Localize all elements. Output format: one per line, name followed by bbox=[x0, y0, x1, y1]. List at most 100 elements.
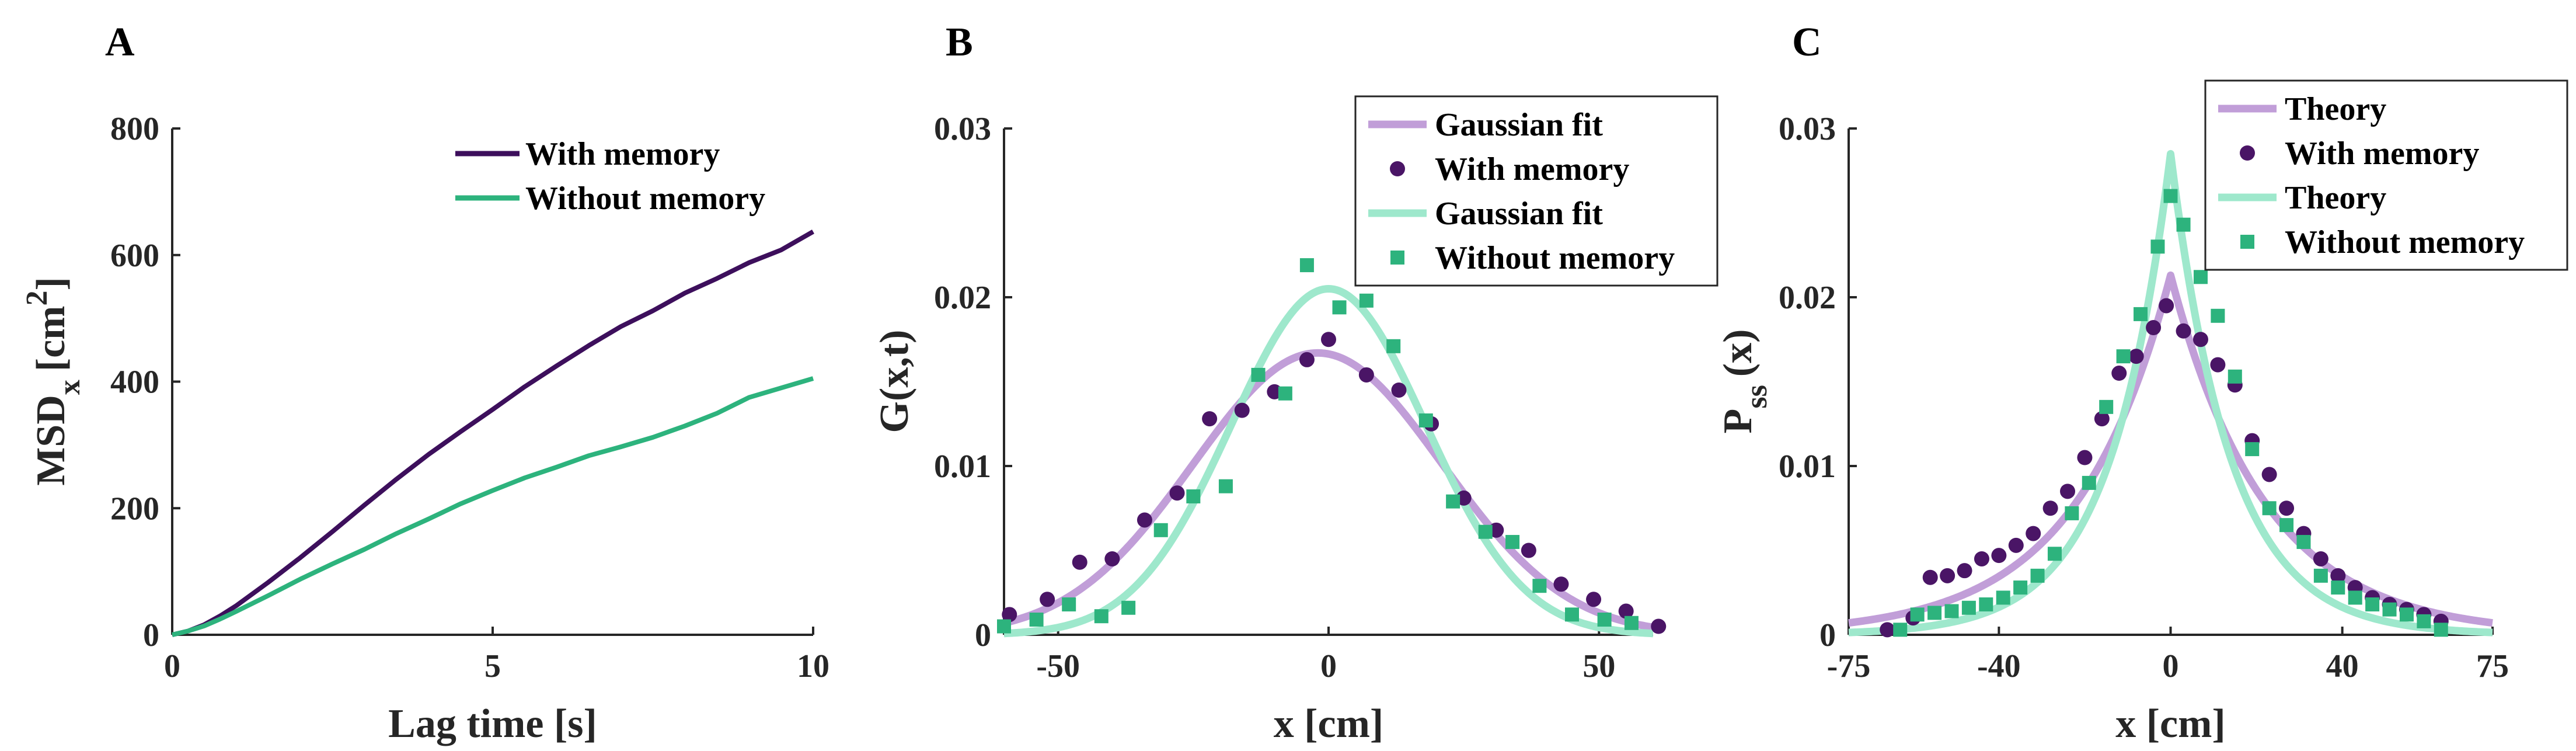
panel-label-c: C bbox=[1792, 20, 1822, 65]
data-point bbox=[2331, 580, 2345, 595]
data-point bbox=[2279, 518, 2294, 533]
y-tick-label: 400 bbox=[110, 364, 159, 401]
data-point bbox=[1996, 590, 2010, 605]
data-point bbox=[1251, 367, 1266, 382]
data-point bbox=[1961, 600, 1976, 615]
data-point bbox=[2099, 399, 2114, 414]
data-point bbox=[1202, 411, 1218, 427]
data-point bbox=[2008, 537, 2024, 553]
data-point bbox=[1565, 607, 1579, 622]
y-axis-label-a: MSDx[cm2] bbox=[20, 277, 86, 486]
data-point bbox=[1505, 535, 1520, 550]
data-point bbox=[2094, 411, 2110, 427]
data-point bbox=[2047, 547, 2062, 561]
x-axis-label-b: x [cm] bbox=[1274, 701, 1384, 746]
data-point bbox=[1979, 597, 1993, 611]
data-point bbox=[1991, 548, 2007, 564]
data-point bbox=[1521, 543, 1536, 558]
data-point bbox=[2042, 500, 2058, 516]
data-point bbox=[2176, 217, 2191, 232]
data-point bbox=[1532, 579, 1547, 593]
x-tick-label: -75 bbox=[1827, 648, 1871, 684]
panel-a: A MSDx[cm2] Lag time [s] 0 5 10 0 200 400 600 8… bbox=[20, 20, 829, 746]
data-point bbox=[2193, 270, 2208, 284]
data-point bbox=[2261, 467, 2277, 482]
data-point bbox=[1072, 554, 1087, 570]
data-point bbox=[2134, 307, 2148, 321]
x-tick-label: -50 bbox=[1036, 648, 1080, 684]
data-point bbox=[2365, 597, 2380, 611]
legend-label: Without memory bbox=[2285, 224, 2525, 260]
y-tick-label: 0 bbox=[1819, 617, 1836, 653]
data-point bbox=[1169, 485, 1185, 501]
y-tick-label: 800 bbox=[110, 111, 159, 147]
x-tick-label: 5 bbox=[484, 648, 501, 684]
legend-circle-swatch bbox=[1390, 161, 1405, 176]
legend-label: Gaussian fit bbox=[1435, 107, 1603, 143]
data-point bbox=[1651, 618, 1667, 634]
data-point bbox=[1002, 607, 1017, 623]
y-tick-label: 0.01 bbox=[934, 448, 991, 485]
x-tick-label: 75 bbox=[2476, 648, 2509, 684]
x-tick-label: 40 bbox=[2326, 648, 2359, 684]
data-point bbox=[1418, 413, 1433, 427]
data-point bbox=[2348, 590, 2362, 605]
data-point bbox=[997, 619, 1011, 634]
data-point bbox=[1332, 300, 1347, 315]
data-point bbox=[2245, 442, 2260, 457]
data-point bbox=[1586, 592, 1602, 607]
legend-label: Theory bbox=[2285, 180, 2386, 216]
data-point bbox=[2060, 484, 2076, 499]
data-point bbox=[2176, 323, 2191, 339]
y-tick-label: 0.02 bbox=[1779, 280, 1836, 316]
data-point bbox=[1974, 551, 1989, 566]
y-axis-label-c: Pss(x) bbox=[1716, 329, 1773, 434]
data-point bbox=[1359, 293, 1374, 308]
data-point bbox=[1618, 603, 1634, 619]
data-point bbox=[1597, 612, 1612, 627]
x-tick-label: 0 bbox=[2163, 648, 2179, 684]
data-point bbox=[1893, 623, 1908, 637]
data-point bbox=[1910, 607, 1925, 622]
data-point bbox=[2030, 568, 2045, 583]
x-tick-label: 50 bbox=[1582, 648, 1615, 684]
y-tick-label: 0 bbox=[143, 617, 159, 653]
data-point bbox=[2150, 239, 2165, 254]
y-tick-label: 0.03 bbox=[1779, 111, 1836, 147]
data-point bbox=[1386, 339, 1401, 353]
legend-label: Gaussian fit bbox=[1435, 196, 1603, 232]
data-point bbox=[2417, 614, 2431, 628]
data-point bbox=[1391, 382, 1407, 398]
legend-circle-swatch bbox=[2240, 145, 2255, 161]
data-point bbox=[1094, 609, 1109, 624]
x-tick-label: 0 bbox=[1320, 648, 1337, 684]
data-point bbox=[1062, 597, 1076, 611]
data-point bbox=[1446, 494, 1460, 509]
data-point bbox=[2279, 500, 2295, 516]
legend-label: Without memory bbox=[525, 180, 765, 217]
legend-label: Theory bbox=[2285, 91, 2386, 127]
data-point bbox=[2434, 623, 2448, 637]
data-point bbox=[1957, 563, 1972, 579]
data-point bbox=[1553, 576, 1569, 592]
panel-label-b: B bbox=[946, 20, 973, 65]
data-point bbox=[2262, 501, 2277, 516]
data-point bbox=[2211, 308, 2225, 323]
data-point bbox=[1153, 523, 1168, 537]
data-point bbox=[1121, 600, 1136, 615]
x-tick-label: 10 bbox=[797, 648, 829, 684]
data-point bbox=[1029, 612, 1044, 627]
data-point bbox=[1624, 616, 1639, 630]
series-line bbox=[172, 376, 814, 637]
data-point bbox=[2082, 475, 2096, 490]
data-point bbox=[2313, 551, 2328, 566]
panel-b: B G(x,t) x [cm] -50 0 50 0 0.01 0.02 0.03 Gauss… bbox=[872, 20, 1719, 746]
y-axis-label-text: Pss(x) bbox=[1716, 329, 1773, 434]
data-point bbox=[2313, 568, 2328, 583]
legend-label: With memory bbox=[525, 136, 720, 172]
data-point bbox=[1137, 512, 1152, 528]
legend-square-swatch bbox=[2240, 235, 2254, 249]
data-point bbox=[1186, 489, 1201, 504]
x-tick-label: 0 bbox=[164, 648, 180, 684]
